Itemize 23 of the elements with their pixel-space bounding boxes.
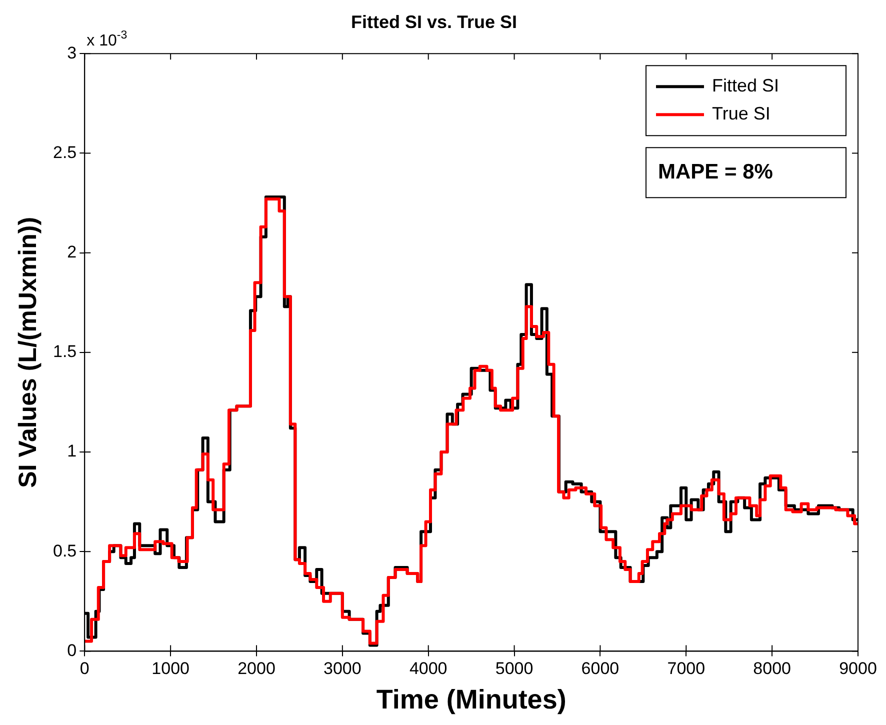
y-tick-label: 0 [67,640,77,660]
x-axis-title: Time (Minutes) [376,684,566,714]
x-tick-label: 3000 [324,659,362,678]
x-tick-label: 0 [80,659,90,678]
x-tick-label: 6000 [581,659,620,678]
y-axis-title: SI Values (L/(mUxmin)) [14,216,42,488]
x-tick-label: 5000 [495,659,534,678]
x-tick-label: 9000 [839,659,877,678]
x-tick-label: 7000 [667,659,706,678]
chart-title: Fitted SI vs. True SI [350,12,518,32]
y-tick-label: 1.5 [52,342,77,362]
legend-label: Fitted SI [712,76,780,96]
annotation: MAPE = 8% [658,160,774,184]
y-tick-label: 2 [67,242,77,262]
y-tick-label: 2.5 [52,142,77,162]
x-tick-label: 8000 [753,659,791,678]
legend-label: True SI [712,104,770,124]
y-tick-label: 3 [67,43,77,62]
y-tick-label: 0.5 [52,541,77,560]
x-tick-label: 2000 [238,659,276,678]
x-tick-label: 1000 [152,659,190,678]
x-tick-label: 4000 [409,659,448,678]
y-tick-label: 1 [67,442,77,461]
